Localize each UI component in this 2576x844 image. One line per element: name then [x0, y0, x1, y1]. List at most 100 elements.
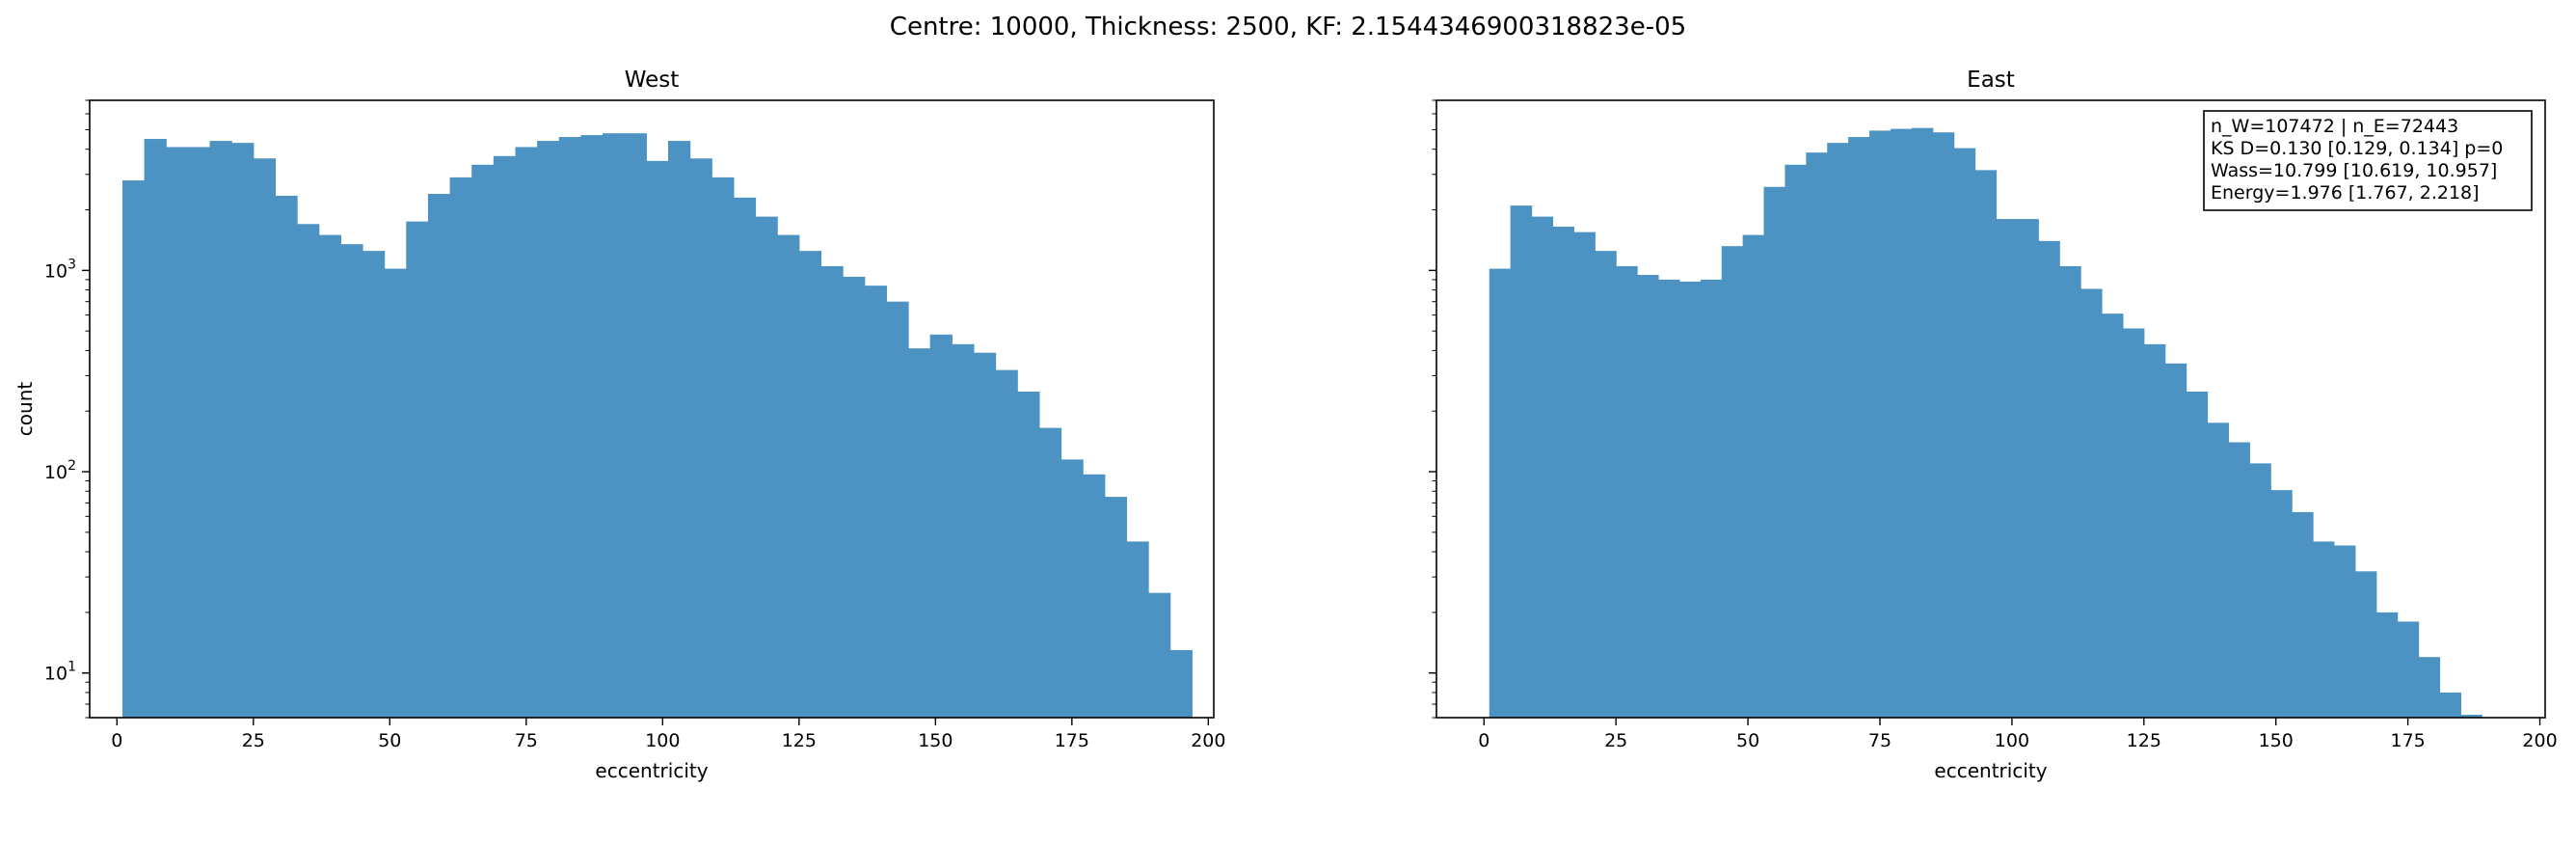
- west-y-axis-label: count: [13, 382, 37, 437]
- x-tick-label: 100: [1995, 730, 2029, 751]
- histogram-bar: [2017, 219, 2039, 718]
- histogram-bar: [995, 369, 1018, 718]
- histogram-bar: [449, 177, 472, 719]
- histogram-bar: [340, 244, 363, 718]
- east-title: East: [1967, 68, 2015, 93]
- histogram-bar: [952, 343, 975, 718]
- histogram-bar: [1637, 275, 1659, 718]
- x-tick-label: 175: [2390, 730, 2425, 751]
- histogram-bar: [1531, 216, 1554, 719]
- histogram-bar: [2439, 692, 2461, 718]
- histogram-bar: [2059, 265, 2081, 718]
- x-tick-label: 0: [1478, 730, 1489, 751]
- histogram-bar: [1678, 281, 1702, 718]
- histogram-bar: [798, 251, 822, 718]
- histogram-bar: [2313, 541, 2335, 718]
- stats-line-ks: KS D=0.130 [0.129, 0.134] p=0: [2211, 138, 2503, 159]
- stats-line-wasserstein: Wass=10.799 [10.619, 10.957]: [2211, 160, 2497, 181]
- west-axis-ticks: 0 25 50 75 100 125 150 175 200 101 102 103: [44, 99, 1225, 751]
- histogram-bar: [1869, 130, 1892, 718]
- histogram-bar: [427, 194, 451, 718]
- histogram-bar: [2228, 442, 2250, 718]
- histogram-bar: [1890, 128, 1913, 719]
- histogram-bar: [1148, 592, 1171, 718]
- histogram-bar: [2375, 612, 2399, 718]
- histogram-bar: [2333, 545, 2356, 718]
- histogram-bar: [1083, 474, 1106, 718]
- x-tick-label: 75: [515, 730, 538, 751]
- histogram-bar: [1996, 219, 2018, 718]
- x-tick-label: 150: [2259, 730, 2294, 751]
- west-histogram-bars: [121, 133, 1193, 719]
- histogram-bar: [2122, 328, 2145, 718]
- histogram-bar: [1017, 391, 1040, 718]
- histogram-bar: [318, 234, 341, 719]
- stats-annotation-frame: [2203, 110, 2533, 211]
- west-title: West: [625, 68, 680, 93]
- y-tick-label: 101: [44, 660, 76, 685]
- y-tick-label: 103: [44, 257, 76, 282]
- histogram-bar: [1700, 279, 1723, 718]
- histogram-bar: [209, 141, 232, 718]
- x-tick-label: 0: [111, 730, 122, 751]
- histogram-bar: [231, 143, 255, 718]
- histogram-bar: [1974, 170, 1998, 718]
- x-tick-label: 50: [378, 730, 401, 751]
- east-panel: 0 25 50 75 100 125 150 175 200 East eccentricity…: [1429, 68, 2558, 782]
- east-axis-ticks: 0 25 50 75 100 125 150 175 200: [1429, 99, 2558, 751]
- histogram-bar: [2164, 363, 2187, 718]
- histogram-bar: [2270, 490, 2293, 718]
- histogram-bar: [1721, 246, 1744, 718]
- histogram-bar: [2292, 511, 2314, 718]
- histogram-bar: [1616, 265, 1638, 718]
- histogram-bar: [777, 234, 800, 719]
- histogram-bar: [121, 180, 146, 719]
- stats-annotation-box: n_W=107472 | n_E=72443 KS D=0.130 [0.129…: [2203, 110, 2533, 211]
- figure-suptitle: Centre: 10000, Thickness: 2500, KF: 2.15…: [890, 13, 1686, 41]
- histogram-bar: [558, 137, 582, 719]
- x-tick-label: 150: [918, 730, 953, 751]
- histogram-bar: [689, 158, 712, 718]
- x-tick-label: 175: [1055, 730, 1089, 751]
- stats-line-counts: n_W=107472 | n_E=72443: [2211, 116, 2458, 137]
- histogram-bar: [1169, 649, 1193, 718]
- stats-line-energy: Energy=1.976 [1.767, 2.218]: [2211, 182, 2480, 204]
- west-panel: 0 25 50 75 100 125 150 175 200 101 102 103 West ecc…: [13, 68, 1225, 782]
- histogram-bar: [1848, 137, 1870, 719]
- histogram-bar: [406, 221, 429, 718]
- histogram-bar: [384, 268, 407, 718]
- histogram-bar: [1953, 148, 1976, 719]
- histogram-bar: [166, 147, 189, 719]
- histogram-bar: [1060, 459, 1084, 718]
- histogram-bar: [820, 265, 844, 718]
- histogram-bar: [362, 251, 386, 718]
- histogram-bar: [1510, 205, 1533, 719]
- histogram-bar: [755, 216, 778, 719]
- histogram-bar: [1489, 268, 1512, 718]
- histogram-bar: [2186, 391, 2209, 718]
- histogram-bar: [2207, 422, 2230, 718]
- histogram-bar: [1658, 279, 1680, 718]
- histogram-bar: [275, 195, 298, 719]
- histogram-bar: [624, 133, 647, 718]
- histogram-bar: [2038, 240, 2060, 719]
- histogram-bar: [973, 352, 997, 718]
- histogram-bar: [1784, 164, 1807, 719]
- east-histogram-bars: [1489, 127, 2482, 719]
- histogram-bar: [1595, 251, 1617, 718]
- histogram-bar: [187, 147, 211, 719]
- histogram-bar: [646, 160, 669, 718]
- x-tick-label: 25: [242, 730, 265, 751]
- histogram-bar: [1126, 541, 1149, 718]
- histogram-bar: [1806, 152, 1828, 718]
- histogram-bar: [144, 139, 167, 719]
- histogram-bar: [1742, 234, 1765, 719]
- x-tick-label: 125: [782, 730, 817, 751]
- histogram-bar: [2460, 715, 2482, 718]
- histogram-bar: [733, 197, 757, 718]
- histogram-bar: [711, 177, 735, 719]
- east-x-axis-label: eccentricity: [1934, 759, 2047, 782]
- histogram-bar: [253, 158, 277, 718]
- histogram-bar: [1911, 127, 1934, 718]
- histogram-bar: [843, 276, 866, 718]
